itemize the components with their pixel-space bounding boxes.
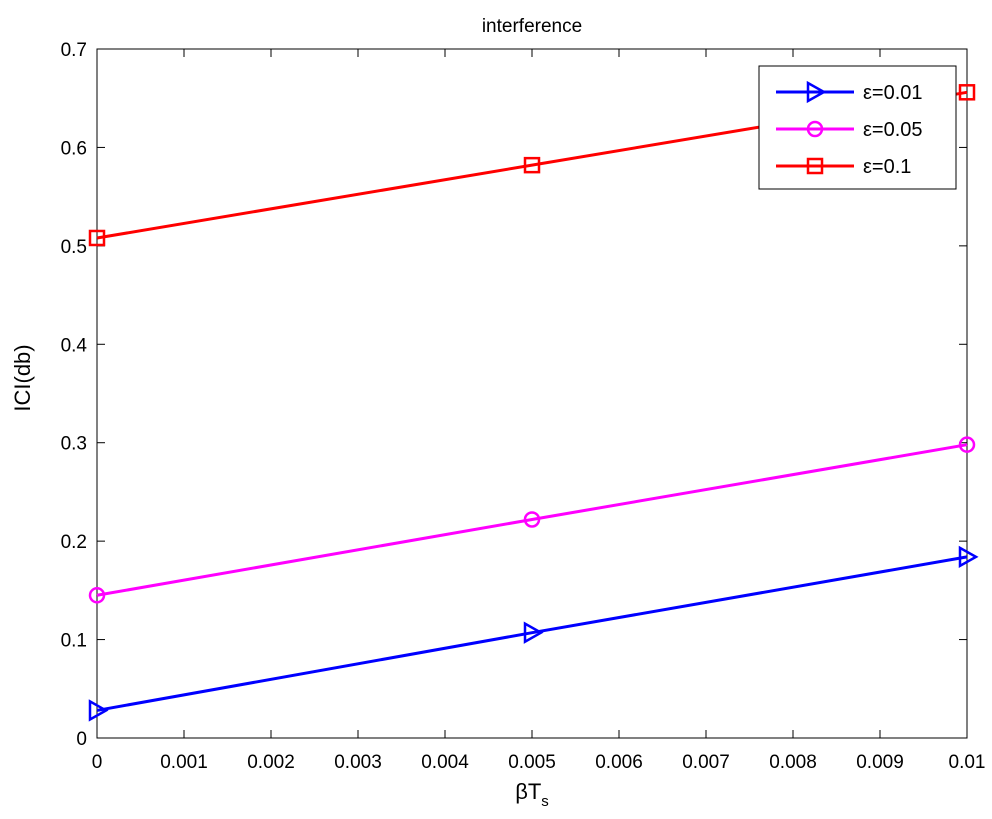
x-tick-label: 0.007 <box>682 752 730 773</box>
y-tick-label: 0.3 <box>61 434 87 455</box>
y-tick-label: 0.1 <box>61 631 87 652</box>
legend-label: ε=0.01 <box>863 82 923 104</box>
y-tick-label: 0.5 <box>61 237 87 258</box>
x-tick-label: 0.004 <box>421 752 469 773</box>
series-line <box>96 555 968 712</box>
series-triangle-right <box>88 545 979 722</box>
y-tick-label: 0.4 <box>61 335 88 356</box>
circle-marker <box>88 587 106 604</box>
square-marker <box>523 156 541 174</box>
x-tick-label: 0.002 <box>247 752 295 773</box>
x-axis-label-base: βT <box>515 779 541 804</box>
y-tick-label: 0.7 <box>61 40 87 61</box>
series-line <box>96 443 968 597</box>
square-marker <box>958 84 976 101</box>
x-tick-label: 0.008 <box>769 752 817 773</box>
x-tick-label: 0.009 <box>856 752 904 773</box>
x-axis-label-subscript: s <box>541 793 549 810</box>
legend-label: ε=0.1 <box>863 156 911 178</box>
triangle-marker <box>806 80 827 104</box>
y-tick-label: 0 <box>76 729 87 750</box>
x-tick-label: 0.006 <box>595 752 643 773</box>
x-tick-label: 0 <box>92 752 103 773</box>
square-marker <box>806 157 824 175</box>
y-tick-label: 0.2 <box>61 532 87 553</box>
x-axis-label: βTs <box>515 779 549 810</box>
tick-layer: 0 0.001 0.002 0.003 0.004 0.005 0.006 0.007 0.00… <box>61 40 986 773</box>
circle-marker <box>806 120 824 138</box>
square-marker <box>88 229 106 247</box>
circle-marker <box>958 436 976 453</box>
legend: ε=0.01 ε=0.05 ε=0.1 <box>758 65 957 190</box>
legend-label: ε=0.05 <box>863 119 923 141</box>
triangle-marker <box>958 545 979 569</box>
circle-marker <box>523 511 541 528</box>
x-tick-label: 0.01 <box>949 752 986 773</box>
y-axis-label: ICI(db) <box>10 344 35 411</box>
chart-title: interference <box>482 16 582 37</box>
x-tick-label: 0.005 <box>508 752 556 773</box>
triangle-marker <box>523 621 544 644</box>
triangle-marker <box>88 699 109 722</box>
x-tick-label: 0.001 <box>160 752 208 773</box>
x-tick-label: 0.003 <box>334 752 382 773</box>
y-tick-label: 0.6 <box>61 138 87 159</box>
series-circle <box>88 436 976 604</box>
